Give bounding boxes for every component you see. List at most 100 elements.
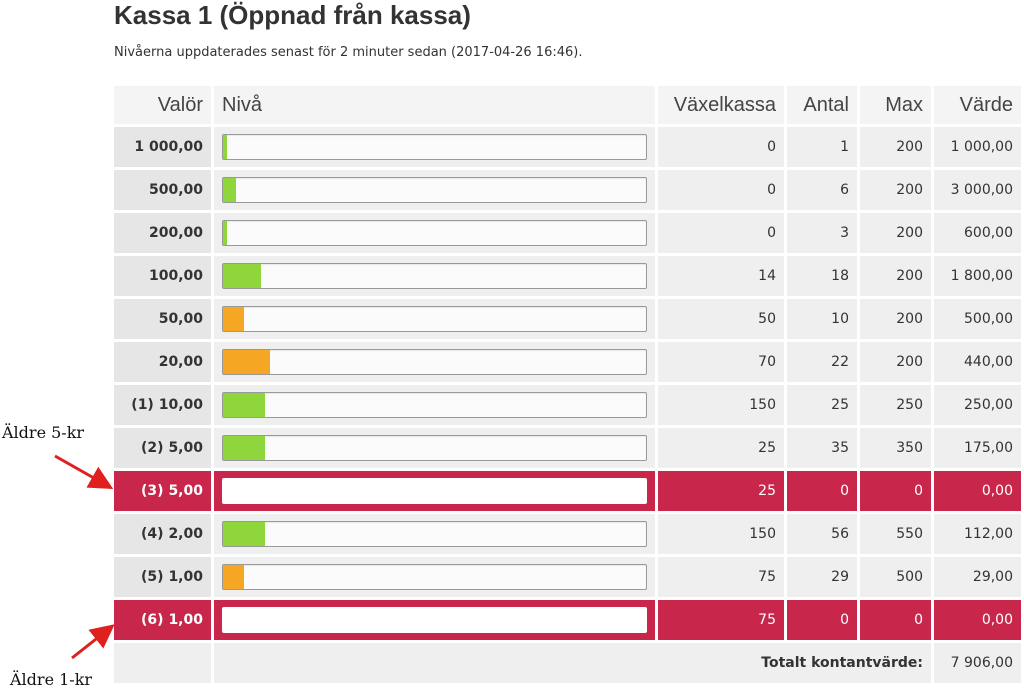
table-row: 200,00 0 3 200 600,00 [114, 213, 1021, 253]
level-cell [214, 514, 655, 554]
antal-cell: 1 [787, 127, 857, 167]
valor-cell: 1 000,00 [114, 127, 211, 167]
cash-levels-table: Valör Nivå Växelkassa Antal Max Värde 1 … [111, 83, 1024, 686]
varde-cell: 500,00 [934, 299, 1021, 339]
level-cell [214, 385, 655, 425]
valor-cell: (6) 1,00 [114, 600, 211, 640]
table-row: (6) 1,00 75 0 0 0,00 [114, 600, 1021, 640]
table-row: 20,00 70 22 200 440,00 [114, 342, 1021, 382]
table-row: (1) 10,00 150 25 250 250,00 [114, 385, 1021, 425]
table-row: (4) 2,00 150 56 550 112,00 [114, 514, 1021, 554]
valor-cell: (1) 10,00 [114, 385, 211, 425]
max-cell: 350 [860, 428, 931, 468]
level-bar [222, 220, 647, 246]
valor-cell: 200,00 [114, 213, 211, 253]
antal-cell: 18 [787, 256, 857, 296]
varde-cell: 250,00 [934, 385, 1021, 425]
max-cell: 200 [860, 213, 931, 253]
varde-cell: 1 000,00 [934, 127, 1021, 167]
antal-cell: 29 [787, 557, 857, 597]
varde-cell: 0,00 [934, 471, 1021, 511]
max-cell: 250 [860, 385, 931, 425]
arrow-older-5kr [54, 454, 114, 489]
last-updated-text: Nivåerna uppdaterades senast för 2 minut… [114, 45, 583, 60]
level-cell [214, 299, 655, 339]
column-header-max: Max [860, 86, 931, 124]
level-bar [222, 435, 647, 461]
max-cell: 550 [860, 514, 931, 554]
level-cell [214, 256, 655, 296]
antal-cell: 56 [787, 514, 857, 554]
table-row: 1 000,00 0 1 200 1 000,00 [114, 127, 1021, 167]
varde-cell: 600,00 [934, 213, 1021, 253]
valor-cell: (2) 5,00 [114, 428, 211, 468]
varde-cell: 440,00 [934, 342, 1021, 382]
valor-cell: 50,00 [114, 299, 211, 339]
antal-cell: 3 [787, 213, 857, 253]
level-cell [214, 127, 655, 167]
level-bar [222, 607, 647, 633]
level-cell [214, 170, 655, 210]
annotation-older-5kr: Äldre 5-kr [2, 423, 85, 442]
level-bar [222, 177, 647, 203]
column-header-vaxelkassa: Växelkassa [658, 86, 784, 124]
level-bar-fill [223, 350, 270, 374]
annotation-older-1kr: Äldre 1-kr [10, 670, 93, 689]
valor-cell: 20,00 [114, 342, 211, 382]
level-bar-fill [223, 135, 228, 159]
table-header-row: Valör Nivå Växelkassa Antal Max Värde [114, 86, 1021, 124]
level-bar [222, 306, 647, 332]
level-cell [214, 557, 655, 597]
level-cell [214, 213, 655, 253]
page-title: Kassa 1 (Öppnad från kassa) [114, 0, 471, 30]
valor-cell: (4) 2,00 [114, 514, 211, 554]
vaxelkassa-cell: 50 [658, 299, 784, 339]
antal-cell: 10 [787, 299, 857, 339]
max-cell: 200 [860, 127, 931, 167]
level-bar [222, 349, 647, 375]
vaxelkassa-cell: 75 [658, 600, 784, 640]
total-value: 7 906,00 [934, 643, 1021, 683]
antal-cell: 0 [787, 471, 857, 511]
level-bar [222, 263, 647, 289]
column-header-antal: Antal [787, 86, 857, 124]
valor-cell: 500,00 [114, 170, 211, 210]
antal-cell: 25 [787, 385, 857, 425]
level-bar-fill [223, 178, 236, 202]
level-bar [222, 521, 647, 547]
valor-cell: 100,00 [114, 256, 211, 296]
max-cell: 0 [860, 600, 931, 640]
vaxelkassa-cell: 75 [658, 557, 784, 597]
table-row: 500,00 0 6 200 3 000,00 [114, 170, 1021, 210]
level-cell [214, 600, 655, 640]
total-spacer [114, 643, 211, 683]
max-cell: 500 [860, 557, 931, 597]
vaxelkassa-cell: 70 [658, 342, 784, 382]
varde-cell: 0,00 [934, 600, 1021, 640]
valor-cell: (3) 5,00 [114, 471, 211, 511]
level-bar-fill [223, 264, 262, 288]
level-bar-fill [223, 436, 266, 460]
vaxelkassa-cell: 14 [658, 256, 784, 296]
table-row: (2) 5,00 25 35 350 175,00 [114, 428, 1021, 468]
level-bar-fill [223, 221, 228, 245]
varde-cell: 175,00 [934, 428, 1021, 468]
max-cell: 0 [860, 471, 931, 511]
level-bar [222, 392, 647, 418]
table-row: 100,00 14 18 200 1 800,00 [114, 256, 1021, 296]
table-row: (3) 5,00 25 0 0 0,00 [114, 471, 1021, 511]
arrow-older-1kr [71, 624, 115, 660]
level-cell [214, 342, 655, 382]
max-cell: 200 [860, 299, 931, 339]
antal-cell: 35 [787, 428, 857, 468]
vaxelkassa-cell: 0 [658, 127, 784, 167]
level-bar-fill [223, 565, 245, 589]
level-bar [222, 564, 647, 590]
vaxelkassa-cell: 0 [658, 170, 784, 210]
vaxelkassa-cell: 25 [658, 428, 784, 468]
varde-cell: 3 000,00 [934, 170, 1021, 210]
vaxelkassa-cell: 0 [658, 213, 784, 253]
level-cell [214, 428, 655, 468]
level-bar-fill [223, 522, 266, 546]
table-row: 50,00 50 10 200 500,00 [114, 299, 1021, 339]
